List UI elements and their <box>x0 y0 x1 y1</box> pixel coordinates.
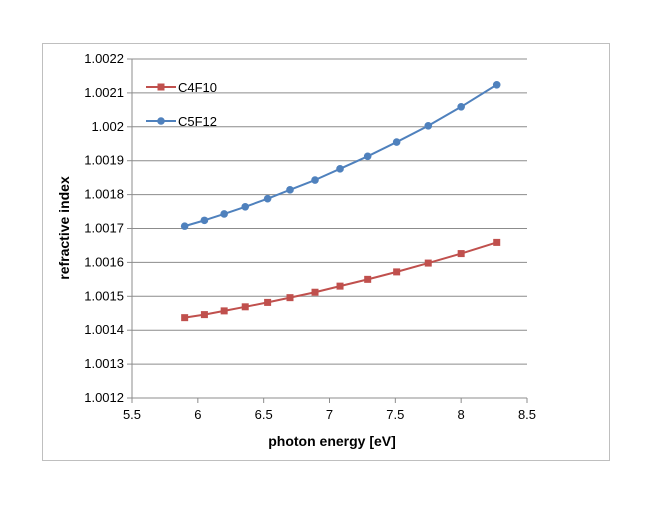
series-c4f10 <box>181 238 501 322</box>
data-point <box>264 298 272 306</box>
y-tick-label: 1.0022 <box>84 51 124 66</box>
data-point <box>424 121 433 130</box>
y-tick-label: 1.002 <box>91 119 124 134</box>
y-tick-label: 1.0012 <box>84 390 124 405</box>
x-tick-label: 7 <box>326 407 333 422</box>
legend-label: C5F12 <box>178 114 217 129</box>
legend: C4F10 C5F12 <box>146 80 217 129</box>
y-tick-label: 1.0016 <box>84 254 124 269</box>
y-tick-label: 1.0013 <box>84 356 124 371</box>
data-point <box>286 294 294 302</box>
data-point <box>200 311 208 319</box>
data-point <box>241 203 250 211</box>
x-tick-label: 6 <box>194 407 201 422</box>
data-point <box>263 194 272 203</box>
data-point <box>311 288 319 296</box>
legend-item-c5f12: C5F12 <box>146 114 217 129</box>
x-tick-label: 8.5 <box>518 407 536 422</box>
data-point <box>181 314 189 322</box>
gridlines <box>132 58 527 365</box>
x-axis-title: photon energy [eV] <box>268 433 396 449</box>
x-tick-label: 7.5 <box>386 407 404 422</box>
data-point <box>424 259 432 267</box>
data-point <box>311 176 319 184</box>
y-tick-label: 1.0014 <box>84 322 124 337</box>
series <box>180 80 501 322</box>
data-point <box>363 152 372 161</box>
data-point <box>457 250 465 258</box>
legend-marker <box>157 83 165 91</box>
series-line <box>184 241 498 319</box>
data-point <box>220 210 228 218</box>
data-point <box>493 238 501 246</box>
data-point <box>336 282 344 290</box>
y-tick-label: 1.0021 <box>84 85 124 100</box>
data-point <box>492 80 501 89</box>
data-point <box>392 138 401 146</box>
legend-marker <box>157 117 165 125</box>
x-tick-label: 6.5 <box>255 407 273 422</box>
chart-frame <box>42 43 610 461</box>
data-point <box>241 303 249 311</box>
data-point <box>286 186 294 194</box>
data-point <box>336 165 344 173</box>
y-axis-title: refractive index <box>56 176 72 280</box>
x-tick-labels: 5.5 6 6.5 7 7.5 8 8.5 <box>123 407 536 422</box>
legend-item-c4f10: C4F10 <box>146 80 217 95</box>
legend-label: C4F10 <box>178 80 217 95</box>
data-point <box>457 102 465 111</box>
y-tick-label: 1.0019 <box>84 153 124 168</box>
axes <box>127 58 528 403</box>
y-tick-label: 1.0015 <box>84 288 124 303</box>
y-tick-labels: 1.0012 1.0013 1.0014 1.0015 1.0016 1.0017 1.00… <box>84 51 124 405</box>
series-c5f12 <box>180 80 501 230</box>
x-tick-label: 5.5 <box>123 407 141 422</box>
data-point <box>220 307 228 315</box>
y-tick-label: 1.0017 <box>84 221 124 236</box>
data-point <box>180 222 189 230</box>
data-point <box>200 216 209 225</box>
data-point <box>364 275 372 283</box>
x-tick-label: 8 <box>458 407 465 422</box>
data-point <box>393 268 401 276</box>
series-line <box>184 83 498 228</box>
y-tick-label: 1.0018 <box>84 187 124 202</box>
